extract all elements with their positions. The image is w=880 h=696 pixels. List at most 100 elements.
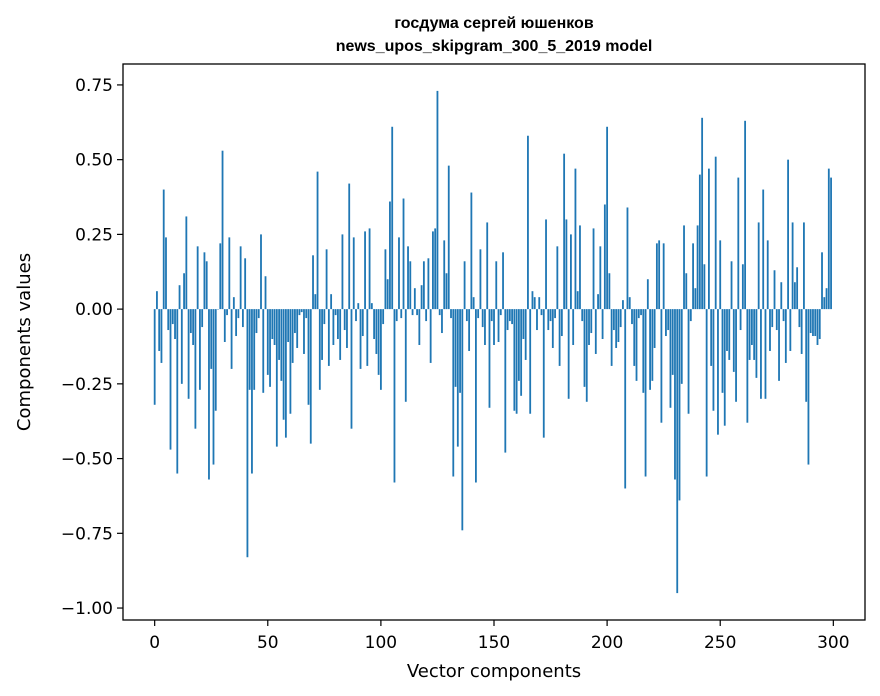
bar [683,225,685,310]
bar [649,309,651,390]
bar [592,228,595,310]
bar [572,309,575,345]
bar [800,309,803,354]
bar [545,219,547,310]
bar [642,309,645,393]
bar [199,309,201,390]
x-tick-label: 250 [704,633,736,653]
bar [610,309,613,366]
bar [628,297,631,310]
bar [694,288,697,310]
bar [739,309,742,331]
bar [452,309,455,477]
bar [533,297,536,310]
bar [825,288,828,310]
y-tick-label: −0.75 [61,524,113,544]
bar [603,204,606,310]
bar [251,309,253,474]
y-axis-label: Components values [14,253,35,431]
bar [698,174,701,310]
bar [506,309,509,331]
bar [597,294,599,310]
bar [337,309,339,340]
bar [271,309,274,340]
bar [565,219,568,310]
bar [350,309,353,429]
bar [461,309,464,531]
bar [782,309,785,322]
bar [266,309,269,375]
bar [230,309,233,369]
bar [524,309,527,360]
bar [366,309,369,366]
bar [750,309,753,345]
bar [667,309,670,331]
bar [821,252,823,310]
bar [321,309,323,360]
bar [416,309,418,316]
bar [522,309,525,340]
bar [563,153,566,310]
bar [384,249,387,310]
bar [771,309,774,328]
x-tick-label: 0 [149,633,160,653]
bar [244,258,247,310]
bar [158,309,161,351]
bar [773,270,776,310]
bar [185,216,188,310]
bar [409,261,412,310]
y-axis: 0.75 0.50 0.25 0.00 −0.25 −0.50 −0.75 −1.00 [61,76,123,619]
bar [475,309,477,483]
bar [346,309,348,348]
bar [183,273,185,310]
bar [445,273,448,310]
bar [323,309,326,325]
bar [499,309,502,316]
bar [456,309,459,447]
bar [278,309,280,360]
bar [678,309,681,501]
chart-subtitle: news_upos_skipgram_300_5_2019 model [336,38,653,55]
bar [379,309,382,390]
x-tick-label: 50 [257,633,279,653]
bar [407,246,409,310]
bar [599,246,602,310]
bar [398,237,400,310]
bar [517,309,520,381]
bar [581,309,584,322]
bar [574,168,577,310]
bar [212,309,215,465]
bar [687,309,690,414]
bar [205,261,208,310]
y-tick-label: 0.00 [75,300,113,320]
bar [680,309,683,384]
bar [803,222,805,310]
bar [178,285,181,310]
bar [576,291,579,310]
bar [300,309,303,313]
bar [787,159,789,310]
bar [712,309,715,411]
bar [375,309,378,354]
bar [174,309,176,340]
bar [665,309,667,337]
bar [316,171,319,310]
bar [717,309,719,435]
bar [255,309,258,334]
bar [484,309,486,345]
bar [515,309,518,414]
chart-title: госдума сергей юшенков [394,15,593,32]
bar [289,309,292,414]
bar [479,249,482,310]
bar [830,177,832,310]
bar [769,309,771,351]
bar [348,183,351,310]
bar [465,309,468,322]
bar [418,309,421,345]
bar [194,309,197,429]
bar [341,234,344,310]
bar [640,309,642,316]
bar [214,309,217,411]
bar [617,309,620,342]
bar [753,309,756,360]
